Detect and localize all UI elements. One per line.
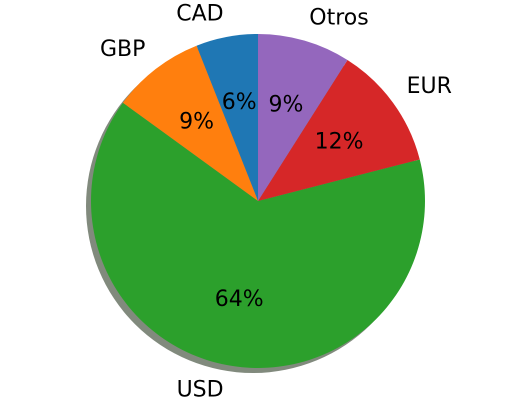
pct-label-gbp: 9% — [179, 109, 214, 134]
slice-label-otros: Otros — [309, 6, 368, 31]
slice-label-eur: EUR — [407, 74, 452, 99]
pct-label-cad: 6% — [222, 90, 257, 115]
pie-slice-eur — [258, 60, 420, 201]
pct-label-eur: 12% — [315, 130, 364, 155]
slice-label-usd: USD — [177, 378, 224, 403]
slice-label-cad: CAD — [176, 2, 223, 27]
pie-labels: CAD 6% GBP 9% USD 64% EUR 12% Otros 9% — [100, 2, 452, 403]
pie-slice-usd — [90, 102, 425, 368]
pie-slice-otros — [258, 34, 348, 201]
pct-label-otros: 9% — [268, 92, 303, 117]
slice-label-gbp: GBP — [100, 37, 145, 62]
pie-slice-cad — [196, 34, 258, 201]
pie-slice-gbp — [122, 45, 258, 202]
pct-label-usd: 64% — [215, 287, 264, 312]
pie-slices — [90, 34, 425, 368]
